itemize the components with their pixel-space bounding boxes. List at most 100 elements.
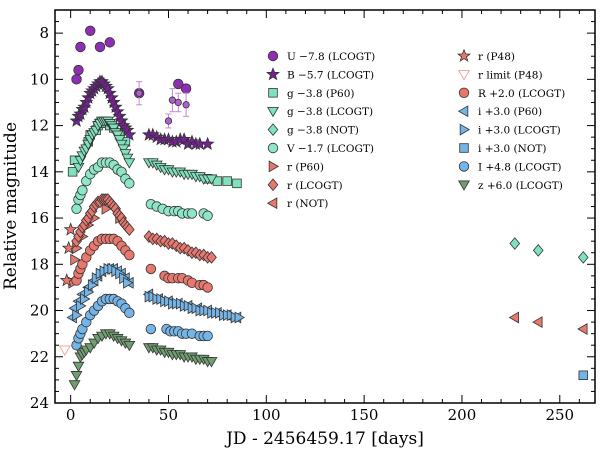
y-tick-label: 18	[30, 255, 49, 273]
series-v-1-7-lcogt	[71, 157, 213, 221]
y-tick-label: 8	[39, 24, 49, 42]
legend-entry: r limit (P48)	[457, 69, 543, 81]
data-point	[123, 276, 134, 289]
data-point	[72, 309, 83, 322]
legend-label: U −7.8 (LCOGT)	[287, 51, 375, 63]
legend-marker	[267, 178, 279, 192]
data-point	[200, 136, 215, 151]
legend-entry: g −3.8 (LCOGT)	[267, 106, 373, 118]
legend-label: z +6.0 (LCOGT)	[478, 180, 563, 192]
data-point	[205, 174, 218, 185]
legend-entry: r (NOT)	[266, 197, 328, 210]
legend-entry: g −3.8 (P60)	[268, 88, 355, 100]
series-z-6-0-lcogt	[68, 329, 218, 391]
data-point	[71, 74, 82, 85]
x-tick-label: 50	[159, 406, 178, 424]
legend: U −7.8 (LCOGT) B −5.7 (LCOGT) g −3.8 (P60)…	[266, 48, 565, 210]
data-point	[123, 158, 136, 169]
error-bar	[164, 113, 173, 129]
series-r-limit-p48	[58, 345, 71, 357]
data-point	[186, 208, 198, 219]
error-bar-point	[168, 96, 176, 104]
error-bar-point	[174, 98, 182, 107]
legend-entry: I +4.8 (LCOGT)	[458, 161, 562, 173]
legend-label: r (P60)	[287, 161, 324, 173]
data-point	[68, 380, 81, 391]
y-tick-label: 16	[30, 209, 49, 227]
y-tick-label: 14	[30, 163, 49, 181]
data-point	[70, 371, 83, 382]
data-point	[59, 273, 74, 287]
error-bar-point	[182, 101, 190, 109]
legend-marker	[457, 48, 471, 62]
error-bar	[135, 81, 143, 106]
data-point	[202, 330, 213, 342]
data-point	[577, 250, 589, 264]
data-point	[71, 203, 82, 215]
x-tick-label: 100	[252, 406, 281, 424]
series-r-lcogt	[71, 193, 217, 264]
data-point	[232, 178, 242, 189]
legend-label: V −1.7 (LCOGT)	[286, 143, 374, 155]
axes: 0 50 100 150 200 250 8 10 12 14 16 18 20 22 24	[30, 10, 595, 424]
data-point	[205, 357, 218, 368]
legend-marker	[457, 105, 469, 118]
data-point	[73, 64, 84, 76]
series-g-3-8-not	[509, 237, 589, 264]
legend-entry: i +3.0 (P60)	[457, 105, 542, 118]
y-tick-label: 10	[30, 70, 49, 88]
data-point	[222, 176, 232, 186]
data-point	[58, 345, 71, 357]
x-axis-title: JD - 2456459.17 [days]	[224, 429, 424, 449]
data-point	[123, 340, 136, 352]
legend-entry: U −7.8 (LCOGT)	[267, 50, 375, 63]
data-point	[577, 323, 588, 335]
legend-label: g −3.8 (LCOGT)	[287, 106, 373, 118]
error-bar	[168, 88, 176, 113]
data-point	[85, 25, 96, 37]
legend-marker	[459, 143, 469, 153]
data-point	[234, 311, 245, 324]
data-point	[124, 249, 135, 261]
legend-marker	[267, 106, 279, 118]
x-tick-label: 150	[350, 406, 379, 424]
legend-label: I +4.8 (LCOGT)	[478, 161, 562, 173]
legend-entry: R +2.0 (LCOGT)	[458, 87, 565, 100]
legend-entry: r (LCOGT)	[267, 178, 343, 192]
legend-entry: i +3.0 (LCOGT)	[459, 123, 561, 137]
series-b-5-7-lcogt	[69, 74, 215, 151]
error-bar-point	[164, 117, 173, 125]
data-point	[145, 263, 157, 275]
data-point	[67, 167, 78, 177]
legend-marker	[458, 161, 470, 172]
legend-label: r (LCOGT)	[287, 180, 343, 192]
legend-entry: z +6.0 (LCOGT)	[458, 180, 563, 192]
data-point	[173, 78, 184, 90]
legend-marker	[266, 67, 280, 81]
y-tick-label: 12	[30, 117, 49, 135]
data-point	[124, 178, 135, 189]
legend-entry: B −5.7 (LCOGT)	[266, 67, 374, 81]
data-point	[72, 361, 85, 373]
error-bar	[174, 92, 182, 113]
legend-marker	[268, 160, 280, 173]
series-i-3-0-lcogt	[72, 262, 245, 324]
legend-entry: V −1.7 (LCOGT)	[267, 142, 374, 155]
error-bar	[182, 92, 190, 117]
data-point	[75, 41, 86, 53]
legend-entry: r (P60)	[268, 160, 324, 173]
data-point	[72, 162, 85, 174]
x-tick-label: 0	[66, 406, 76, 424]
y-axis-title: Relative magnitude	[1, 122, 21, 290]
series-i-4-8-lcogt	[71, 293, 213, 351]
data-point	[180, 83, 192, 94]
data-point	[578, 370, 588, 380]
legend-marker	[267, 123, 279, 136]
legend-label: i +3.0 (P60)	[478, 106, 542, 118]
legend-marker	[267, 142, 279, 154]
legend-label: B −5.7 (LCOGT)	[287, 69, 374, 81]
legend-marker	[458, 87, 470, 99]
y-tick-label: 24	[30, 394, 49, 412]
series-g-3-8-lcogt	[72, 116, 218, 185]
